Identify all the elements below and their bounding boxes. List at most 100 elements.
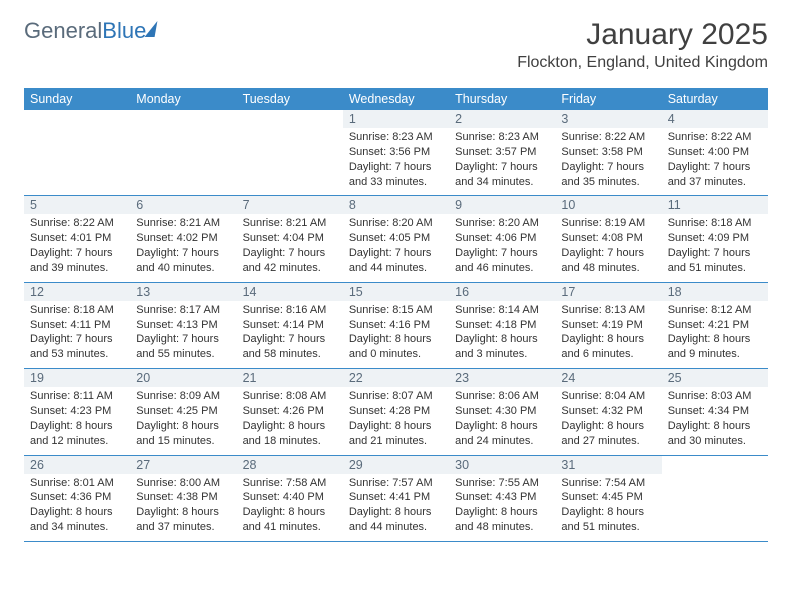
day-details: Sunrise: 8:06 AMSunset: 4:30 PMDaylight:… (449, 387, 555, 454)
day-number-cell: 11 (662, 196, 768, 214)
day-details: Sunrise: 7:58 AMSunset: 4:40 PMDaylight:… (237, 474, 343, 541)
day-cell: Sunrise: 8:01 AMSunset: 4:36 PMDaylight:… (24, 474, 130, 541)
day-details: Sunrise: 8:20 AMSunset: 4:06 PMDaylight:… (449, 214, 555, 281)
weekday-header-row: SundayMondayTuesdayWednesdayThursdayFrid… (24, 88, 768, 110)
day-number: 20 (130, 369, 236, 387)
day-cell: Sunrise: 8:21 AMSunset: 4:02 PMDaylight:… (130, 214, 236, 281)
day-cell (24, 128, 130, 195)
day-number-row: 262728293031 (24, 456, 768, 474)
day-content-row: Sunrise: 8:01 AMSunset: 4:36 PMDaylight:… (24, 474, 768, 541)
day-number: 21 (237, 369, 343, 387)
day-details: Sunrise: 8:21 AMSunset: 4:02 PMDaylight:… (130, 214, 236, 281)
month-title: January 2025 (517, 18, 768, 52)
title-block: January 2025 Flockton, England, United K… (517, 18, 768, 72)
day-details: Sunrise: 8:04 AMSunset: 4:32 PMDaylight:… (555, 387, 661, 454)
day-cell: Sunrise: 8:07 AMSunset: 4:28 PMDaylight:… (343, 387, 449, 454)
brand-logo: GeneralBlue (24, 18, 156, 44)
day-cell: Sunrise: 8:22 AMSunset: 4:01 PMDaylight:… (24, 214, 130, 281)
day-number: 10 (555, 196, 661, 214)
day-content-row: Sunrise: 8:22 AMSunset: 4:01 PMDaylight:… (24, 214, 768, 281)
day-number-row: 567891011 (24, 196, 768, 214)
day-number-cell (24, 110, 130, 128)
day-details: Sunrise: 8:18 AMSunset: 4:11 PMDaylight:… (24, 301, 130, 368)
day-cell: Sunrise: 8:04 AMSunset: 4:32 PMDaylight:… (555, 387, 661, 454)
day-cell: Sunrise: 8:06 AMSunset: 4:30 PMDaylight:… (449, 387, 555, 454)
day-cell: Sunrise: 8:18 AMSunset: 4:09 PMDaylight:… (662, 214, 768, 281)
day-cell: Sunrise: 8:08 AMSunset: 4:26 PMDaylight:… (237, 387, 343, 454)
day-cell (237, 128, 343, 195)
day-details: Sunrise: 8:23 AMSunset: 3:57 PMDaylight:… (449, 128, 555, 195)
day-number-cell: 28 (237, 456, 343, 474)
weekday-header: Tuesday (237, 88, 343, 110)
weekday-header: Saturday (662, 88, 768, 110)
day-cell: Sunrise: 8:19 AMSunset: 4:08 PMDaylight:… (555, 214, 661, 281)
day-number: 18 (662, 283, 768, 301)
day-content-row: Sunrise: 8:11 AMSunset: 4:23 PMDaylight:… (24, 387, 768, 454)
day-number-cell: 21 (237, 369, 343, 387)
day-number: 31 (555, 456, 661, 474)
day-cell: Sunrise: 8:21 AMSunset: 4:04 PMDaylight:… (237, 214, 343, 281)
day-number-cell: 26 (24, 456, 130, 474)
day-number-cell: 27 (130, 456, 236, 474)
brand-part1: General (24, 18, 102, 43)
day-details: Sunrise: 8:01 AMSunset: 4:36 PMDaylight:… (24, 474, 130, 541)
day-number: 22 (343, 369, 449, 387)
day-number: 14 (237, 283, 343, 301)
day-details: Sunrise: 8:17 AMSunset: 4:13 PMDaylight:… (130, 301, 236, 368)
day-cell: Sunrise: 8:20 AMSunset: 4:05 PMDaylight:… (343, 214, 449, 281)
day-details: Sunrise: 8:07 AMSunset: 4:28 PMDaylight:… (343, 387, 449, 454)
day-number: 23 (449, 369, 555, 387)
day-details: Sunrise: 8:22 AMSunset: 4:01 PMDaylight:… (24, 214, 130, 281)
day-number-cell (237, 110, 343, 128)
day-number-cell: 16 (449, 283, 555, 301)
day-number: 11 (662, 196, 768, 214)
day-number-cell: 14 (237, 283, 343, 301)
day-number: 15 (343, 283, 449, 301)
day-number-cell: 9 (449, 196, 555, 214)
day-number-cell: 12 (24, 283, 130, 301)
page-header: GeneralBlue January 2025 Flockton, Engla… (0, 0, 792, 78)
day-details: Sunrise: 8:18 AMSunset: 4:09 PMDaylight:… (662, 214, 768, 281)
day-cell: Sunrise: 7:54 AMSunset: 4:45 PMDaylight:… (555, 474, 661, 541)
day-number-cell (662, 456, 768, 474)
day-details: Sunrise: 8:16 AMSunset: 4:14 PMDaylight:… (237, 301, 343, 368)
day-cell: Sunrise: 8:00 AMSunset: 4:38 PMDaylight:… (130, 474, 236, 541)
day-number-cell: 2 (449, 110, 555, 128)
day-cell: Sunrise: 7:57 AMSunset: 4:41 PMDaylight:… (343, 474, 449, 541)
day-details: Sunrise: 8:14 AMSunset: 4:18 PMDaylight:… (449, 301, 555, 368)
weekday-header: Thursday (449, 88, 555, 110)
day-number: 19 (24, 369, 130, 387)
day-number: 2 (449, 110, 555, 128)
weekday-header: Wednesday (343, 88, 449, 110)
day-cell: Sunrise: 8:23 AMSunset: 3:56 PMDaylight:… (343, 128, 449, 195)
weekday-header: Friday (555, 88, 661, 110)
day-number-cell: 23 (449, 369, 555, 387)
day-number: 7 (237, 196, 343, 214)
day-number: 17 (555, 283, 661, 301)
day-number-cell: 13 (130, 283, 236, 301)
day-details: Sunrise: 8:13 AMSunset: 4:19 PMDaylight:… (555, 301, 661, 368)
weekday-header: Sunday (24, 88, 130, 110)
day-number-cell: 29 (343, 456, 449, 474)
day-number: 28 (237, 456, 343, 474)
day-cell: Sunrise: 8:09 AMSunset: 4:25 PMDaylight:… (130, 387, 236, 454)
day-cell: Sunrise: 8:13 AMSunset: 4:19 PMDaylight:… (555, 301, 661, 368)
day-number-cell: 7 (237, 196, 343, 214)
day-details: Sunrise: 8:03 AMSunset: 4:34 PMDaylight:… (662, 387, 768, 454)
day-details: Sunrise: 8:22 AMSunset: 4:00 PMDaylight:… (662, 128, 768, 195)
day-details: Sunrise: 8:00 AMSunset: 4:38 PMDaylight:… (130, 474, 236, 541)
day-content-row: Sunrise: 8:18 AMSunset: 4:11 PMDaylight:… (24, 301, 768, 368)
day-details: Sunrise: 7:54 AMSunset: 4:45 PMDaylight:… (555, 474, 661, 541)
day-cell (130, 128, 236, 195)
day-number-cell (130, 110, 236, 128)
day-cell: Sunrise: 8:15 AMSunset: 4:16 PMDaylight:… (343, 301, 449, 368)
day-number-row: 12131415161718 (24, 283, 768, 301)
day-details: Sunrise: 8:23 AMSunset: 3:56 PMDaylight:… (343, 128, 449, 195)
day-number-cell: 24 (555, 369, 661, 387)
day-number-cell: 8 (343, 196, 449, 214)
day-number: 4 (662, 110, 768, 128)
day-number: 3 (555, 110, 661, 128)
day-cell: Sunrise: 8:22 AMSunset: 3:58 PMDaylight:… (555, 128, 661, 195)
day-number: 29 (343, 456, 449, 474)
day-number: 24 (555, 369, 661, 387)
